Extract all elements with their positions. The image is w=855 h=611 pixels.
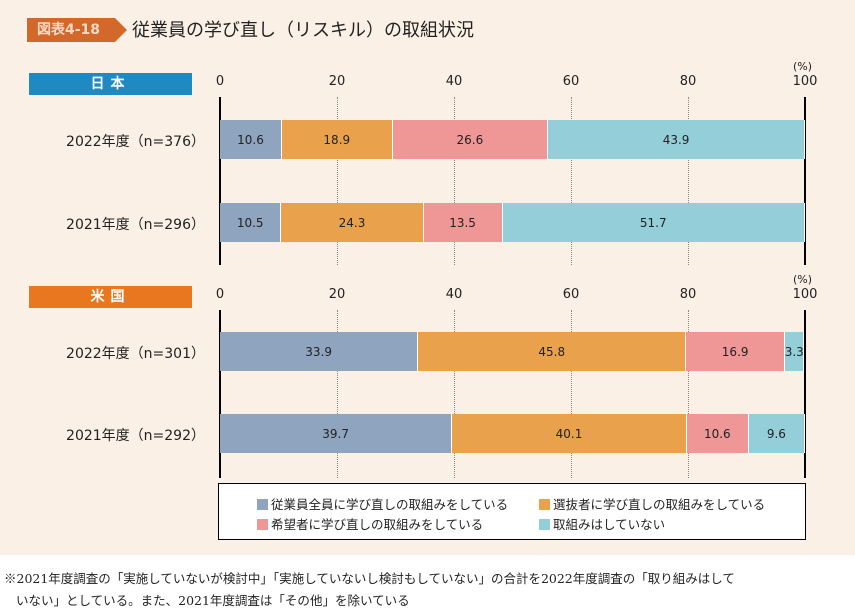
bar-segment: 10.6 [220,120,282,159]
x-tick-label: 60 [562,74,580,89]
x-tick-label: 0 [215,287,225,302]
footnote-line-1: ※2021年度調査の「実施していないが検討中」「実施していないし検討もしていない… [4,571,735,586]
bar-segment: 33.9 [220,332,419,371]
data-label: 9.6 [766,426,786,441]
category-label: 2022年度（n=376） [66,134,205,150]
gridline [337,97,338,265]
bar-segment: 24.3 [281,203,424,242]
gridline [454,310,455,478]
bar-segment: 40.1 [452,414,687,453]
gridline [688,97,689,265]
legend-label: 希望者に学び直しの取組みをしている [271,517,484,532]
data-label: 24.3 [338,215,366,230]
bar-segment: 3.3 [784,332,805,371]
x-tick-label: 40 [445,287,463,302]
category-label: 2021年度（n=296） [66,217,205,233]
legend-item-applicants: 希望者に学び直しの取組みをしている [257,514,483,533]
legend-swatch [539,519,550,530]
data-label: 45.8 [538,344,566,359]
data-label: 33.9 [305,344,333,359]
x-tick-label: 80 [679,74,697,89]
legend-label: 取組みはしていない [553,517,666,532]
legend-label: 選抜者に学び直しの取組みをしている [553,497,766,512]
x-tick-label: 0 [215,74,225,89]
data-label: 10.5 [236,215,264,230]
bar-segment: 13.5 [423,203,503,242]
bar-segment: 26.6 [392,120,549,159]
bar-segment: 10.5 [220,203,282,242]
axis-line [804,310,806,478]
data-label: 40.1 [555,426,583,441]
legend-item-selected: 選抜者に学び直しの取組みをしている [539,494,765,513]
figure-badge: 図表4-18 [27,18,127,42]
bar-segment: 43.9 [548,120,805,159]
legend-item-all: 従業員全員に学び直しの取組みをしている [257,494,508,513]
x-tick-label: 100 [792,287,818,302]
axis-line [219,310,221,478]
x-tick-label: 20 [328,74,346,89]
x-tick-label: 60 [562,287,580,302]
axis-line [804,97,806,265]
bar-segment: 16.9 [686,332,786,371]
data-label: 51.7 [639,215,667,230]
legend-swatch [257,499,268,510]
region-label-japan: 日本 [29,73,192,95]
data-label: 16.9 [721,344,749,359]
data-label: 10.6 [703,426,731,441]
gridline [571,97,572,265]
bar-segment: 10.6 [686,414,749,453]
x-tick-label: 40 [445,74,463,89]
data-label: 13.5 [449,215,476,230]
axis-line [219,97,221,265]
bar-segment: 39.7 [220,414,453,453]
legend: 従業員全員に学び直しの取組みをしている 選抜者に学び直しの取組みをしている 希望… [218,483,806,540]
gridline [571,310,572,478]
unit-label: (%) [793,60,813,73]
bar-segment: 51.7 [502,203,805,242]
data-label: 10.6 [237,132,264,147]
gridline [688,310,689,478]
data-label: 43.9 [662,132,690,147]
data-label: 39.7 [322,426,349,441]
legend-swatch [539,499,550,510]
bar-segment: 9.6 [748,414,805,453]
x-tick-label: 80 [679,287,697,302]
legend-item-none: 取組みはしていない [539,514,665,533]
category-label: 2022年度（n=301） [66,346,205,362]
data-label: 18.9 [323,132,351,147]
data-label: 26.6 [456,132,484,147]
unit-label: (%) [793,273,813,286]
legend-swatch [257,519,268,530]
category-label: 2021年度（n=292） [66,428,205,444]
bar-segment: 18.9 [282,120,393,159]
region-label-us: 米国 [29,286,192,308]
bar-segment: 45.8 [418,332,687,371]
footnote-line-2: いない」としている。また、2021年度調査は「その他」を除いている [16,593,410,608]
chart-title: 従業員の学び直し（リスキル）の取組状況 [132,20,474,41]
x-tick-label: 20 [328,287,346,302]
data-label: 3.3 [784,344,804,359]
x-tick-label: 100 [792,74,818,89]
legend-label: 従業員全員に学び直しの取組みをしている [271,497,509,512]
gridline [454,97,455,265]
gridline [337,310,338,478]
